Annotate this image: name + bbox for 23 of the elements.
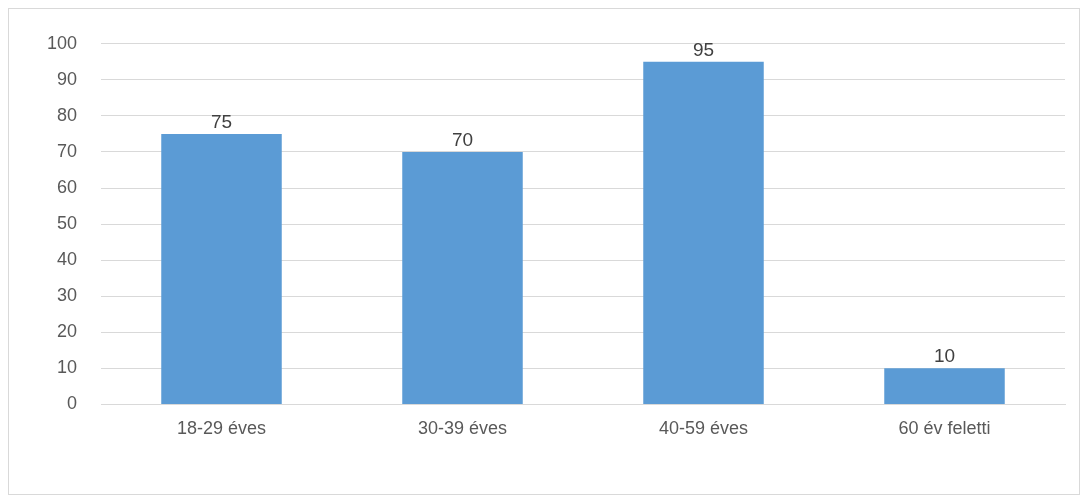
bar: [161, 133, 282, 404]
bar: [884, 368, 1005, 404]
y-tick-label: 10: [56, 357, 77, 378]
x-tick-label: 18-29 éves: [176, 418, 267, 439]
y-tick-label: 0: [66, 393, 77, 414]
y-tick-label: 80: [56, 104, 77, 125]
bar: [402, 151, 523, 404]
data-label: 70: [451, 128, 474, 150]
x-tick-label: 60 év feletti: [898, 418, 991, 439]
y-tick-label: 40: [56, 249, 77, 270]
data-label: 95: [692, 38, 715, 60]
y-tick-label: 70: [56, 140, 77, 161]
bar: [643, 61, 764, 404]
y-tick-label: 30: [56, 285, 77, 306]
y-tick-label: 100: [46, 32, 77, 53]
data-label: 10: [933, 345, 956, 367]
y-tick-label: 90: [56, 68, 77, 89]
y-tick-label: 20: [56, 321, 77, 342]
x-tick-label: 40-59 éves: [658, 418, 749, 439]
y-tick-label: 60: [56, 177, 77, 198]
y-tick-label: 50: [56, 213, 77, 234]
data-label: 75: [210, 110, 233, 132]
x-tick-label: 30-39 éves: [417, 418, 508, 439]
